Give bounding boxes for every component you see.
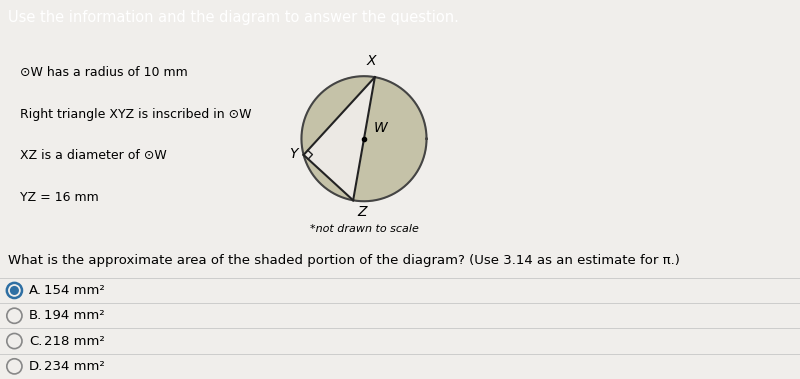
Text: What is the approximate area of the shaded portion of the diagram? (Use 3.14 as : What is the approximate area of the shad… <box>8 254 680 266</box>
Text: B.: B. <box>29 309 42 322</box>
Text: 194 mm²: 194 mm² <box>44 309 105 322</box>
Text: 154 mm²: 154 mm² <box>44 284 105 297</box>
Ellipse shape <box>10 286 19 295</box>
Text: *not drawn to scale: *not drawn to scale <box>310 224 418 234</box>
Text: 234 mm²: 234 mm² <box>44 360 105 373</box>
Text: C.: C. <box>29 335 42 348</box>
Text: A.: A. <box>29 284 42 297</box>
Text: Use the information and the diagram to answer the question.: Use the information and the diagram to a… <box>8 10 459 25</box>
Text: Right triangle XYZ is inscribed in ⊙W: Right triangle XYZ is inscribed in ⊙W <box>20 108 251 121</box>
Text: YZ = 16 mm: YZ = 16 mm <box>20 191 98 204</box>
Text: Z: Z <box>357 205 366 219</box>
Text: W: W <box>374 121 388 135</box>
Text: Y: Y <box>289 147 298 161</box>
Text: XZ is a diameter of ⊙W: XZ is a diameter of ⊙W <box>20 149 166 162</box>
Polygon shape <box>302 76 426 201</box>
Text: D.: D. <box>29 360 43 373</box>
Text: 218 mm²: 218 mm² <box>44 335 105 348</box>
Polygon shape <box>303 77 375 200</box>
Text: ⊙W has a radius of 10 mm: ⊙W has a radius of 10 mm <box>20 66 188 79</box>
Text: X: X <box>367 54 377 68</box>
